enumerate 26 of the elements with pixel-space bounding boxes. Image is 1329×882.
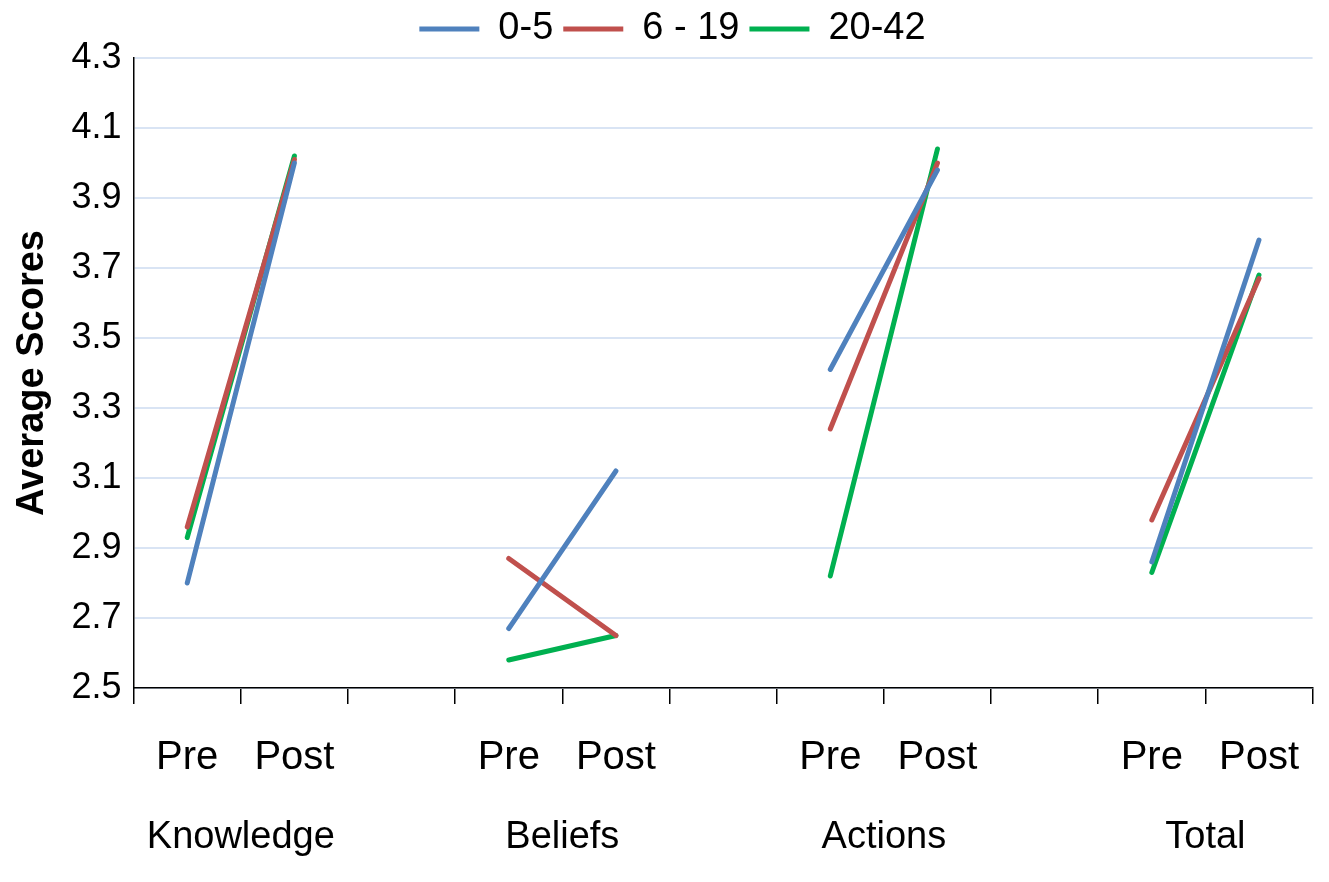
x-tick-label: Post — [575, 733, 656, 778]
legend-label: 0-5 — [498, 5, 554, 48]
x-tick-label: Post — [1218, 733, 1299, 778]
text: Knowledge — [146, 814, 335, 857]
x-tick-label: Post — [254, 733, 335, 778]
legend-label: 6 - 19 — [642, 5, 740, 48]
y-axis-title: Average Scores — [9, 230, 52, 516]
y-tick-label: 3.9 — [71, 174, 122, 216]
y-tick-label: 3.1 — [71, 454, 122, 496]
x-tick-label: Post — [897, 733, 978, 778]
y-tick-label: 2.5 — [71, 664, 122, 706]
y-tick-label: 3.5 — [71, 314, 122, 356]
text: Total — [1165, 814, 1246, 857]
text: Beliefs — [505, 814, 620, 857]
x-tick-label: Pre — [799, 733, 862, 778]
y-tick-label: 2.9 — [71, 524, 122, 566]
legend-label: 20-42 — [828, 5, 926, 48]
y-tick-label: 2.7 — [71, 594, 122, 636]
x-tick-label: Pre — [1120, 733, 1183, 778]
y-tick-label: 4.1 — [71, 104, 122, 146]
text: Actions — [821, 814, 947, 857]
y-tick-label: 4.3 — [71, 34, 122, 76]
x-tick-label: Pre — [477, 733, 540, 778]
x-tick-label: Pre — [156, 733, 219, 778]
y-tick-label: 3.3 — [71, 384, 122, 426]
y-tick-label: 3.7 — [71, 244, 122, 286]
